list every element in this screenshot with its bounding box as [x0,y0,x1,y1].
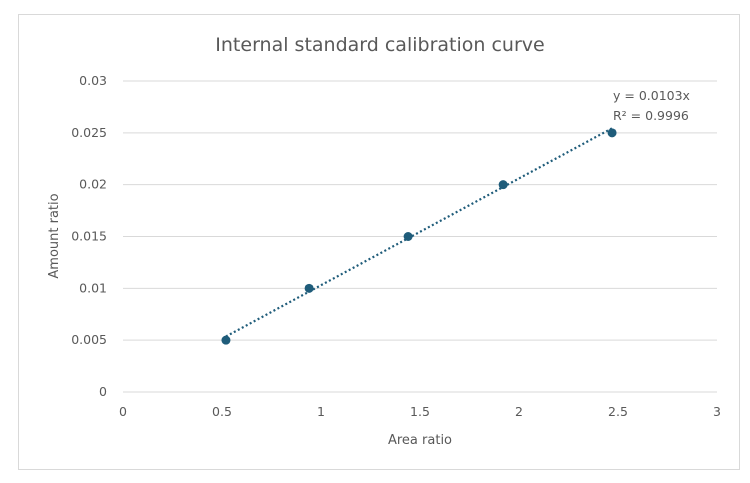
x-tick-label: 1 [317,404,325,419]
x-tick-label: 1.5 [410,404,430,419]
x-tick-labels: 0 0.5 1 1.5 2 2.5 3 [119,404,721,419]
y-tick-label: 0.02 [79,177,107,192]
data-point [304,283,314,293]
data-points [221,128,617,345]
data-point [498,180,508,190]
y-tick-label: 0 [99,384,107,399]
chart-frame [18,14,740,470]
y-tick-label: 0.03 [79,73,107,88]
y-tick-label: 0.015 [71,229,107,244]
x-axis-label: Area ratio [388,433,452,448]
y-tick-label: 0.01 [79,280,107,295]
trendline [225,127,613,338]
data-point [221,335,231,345]
data-point [403,232,413,241]
chart-title: Internal standard calibration curve [215,34,544,56]
trendline-r2: R² = 0.9996 [613,108,689,123]
x-tick-label: 2.5 [608,404,628,419]
y-tick-labels: 0 0.005 0.01 0.015 0.02 0.025 0.03 [71,73,107,399]
y-tick-label: 0.025 [71,125,107,140]
x-tick-label: 2 [515,404,523,419]
gridlines [123,80,717,393]
x-tick-label: 0.5 [212,404,232,419]
x-tick-label: 3 [713,404,721,419]
y-tick-label: 0.005 [71,332,107,347]
x-tick-label: 0 [119,404,127,419]
data-point [607,128,617,138]
trendline-equation: y = 0.0103x [613,88,690,103]
y-axis-label: Amount ratio [47,193,62,278]
